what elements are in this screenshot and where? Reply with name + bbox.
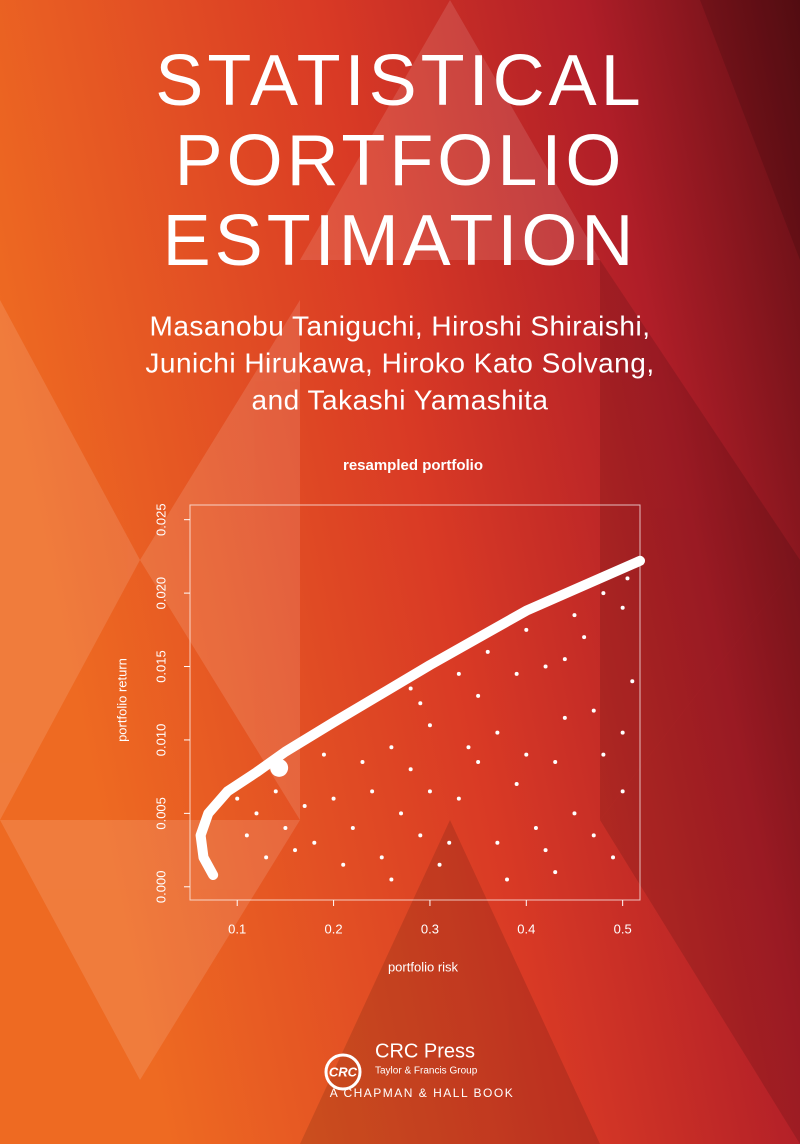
point: [625, 576, 630, 581]
point: [466, 745, 471, 750]
point: [456, 796, 461, 801]
point: [562, 715, 567, 720]
x-tick-label: 0.4: [517, 921, 535, 936]
title-line: STATISTICAL: [155, 41, 644, 121]
point: [611, 855, 616, 860]
point: [630, 679, 635, 684]
y-tick-label: 0.020: [153, 577, 168, 610]
point: [331, 796, 336, 801]
title-line: ESTIMATION: [163, 201, 638, 281]
point: [495, 730, 500, 735]
point: [591, 708, 596, 713]
point: [293, 848, 298, 853]
y-axis-label: portfolio return: [114, 658, 129, 742]
point: [447, 840, 452, 845]
point: [620, 730, 625, 735]
point: [562, 657, 567, 662]
point: [456, 671, 461, 676]
x-tick-label: 0.5: [614, 921, 632, 936]
point: [505, 877, 510, 882]
point: [524, 627, 529, 632]
point: [341, 862, 346, 867]
point: [572, 613, 577, 618]
author-line: Masanobu Taniguchi, Hiroshi Shiraishi,: [150, 310, 651, 341]
point: [418, 833, 423, 838]
point: [533, 826, 538, 831]
point: [273, 789, 278, 794]
plot-frame: [189, 504, 641, 901]
point: [514, 671, 519, 676]
point: [514, 781, 519, 786]
point: [524, 752, 529, 757]
publisher-logo: CRC: [329, 1064, 358, 1079]
point: [601, 752, 606, 757]
point: [476, 759, 481, 764]
publisher-logo-ring: [324, 1053, 362, 1091]
highlight-point: [270, 758, 289, 777]
y-tick-label: 0.000: [153, 871, 168, 904]
point: [620, 789, 625, 794]
point: [283, 826, 288, 831]
point: [543, 848, 548, 853]
point: [408, 686, 413, 691]
point: [553, 759, 558, 764]
point: [302, 804, 307, 809]
author-line: and Takashi Yamashita: [252, 384, 549, 415]
point: [427, 723, 432, 728]
publisher-group: Taylor & Francis Group: [375, 1066, 478, 1077]
point: [572, 811, 577, 816]
plot-area: 0.1 0.2 0.3 0.4 0.5 0.000 0.005 0.010 0.015 0.020…: [153, 503, 645, 936]
x-tick-label: 0.1: [228, 921, 246, 936]
point: [360, 759, 365, 764]
point: [427, 789, 432, 794]
x-axis-label: portfolio risk: [388, 959, 459, 974]
point: [370, 789, 375, 794]
point: [389, 877, 394, 882]
point: [244, 833, 249, 838]
point: [553, 870, 558, 875]
y-tick-label: 0.025: [153, 503, 168, 536]
point: [312, 840, 317, 845]
point: [543, 664, 548, 669]
publisher-name: CRC Press: [375, 1040, 475, 1062]
point: [408, 767, 413, 772]
point: [350, 826, 355, 831]
title-line: PORTFOLIO: [175, 121, 626, 201]
point: [379, 855, 384, 860]
point: [235, 796, 240, 801]
y-tick-label: 0.010: [153, 724, 168, 757]
point: [437, 862, 442, 867]
point: [264, 855, 269, 860]
point: [601, 591, 606, 596]
publisher: CRC CRC Press Taylor & Francis Group A C…: [324, 1040, 514, 1100]
point: [591, 833, 596, 838]
point: [321, 752, 326, 757]
publisher-imprint: A CHAPMAN & HALL BOOK: [330, 1086, 514, 1100]
point: [254, 811, 259, 816]
author-line: Junichi Hirukawa, Hiroko Kato Solvang,: [145, 347, 654, 378]
chart-title: resampled portfolio: [343, 457, 483, 474]
point: [476, 693, 481, 698]
x-tick-label: 0.3: [421, 921, 439, 936]
efficient-frontier: [195, 555, 645, 881]
point: [495, 840, 500, 845]
point: [485, 649, 490, 654]
point: [582, 635, 587, 640]
point: [389, 745, 394, 750]
y-tick-label: 0.015: [153, 650, 168, 683]
y-tick-label: 0.005: [153, 797, 168, 830]
point: [418, 701, 423, 706]
point: [620, 605, 625, 610]
triangle-pattern: [0, 0, 600, 1080]
triangle-pattern-dark: [300, 0, 800, 1144]
x-tick-label: 0.2: [325, 921, 343, 936]
point: [399, 811, 404, 816]
